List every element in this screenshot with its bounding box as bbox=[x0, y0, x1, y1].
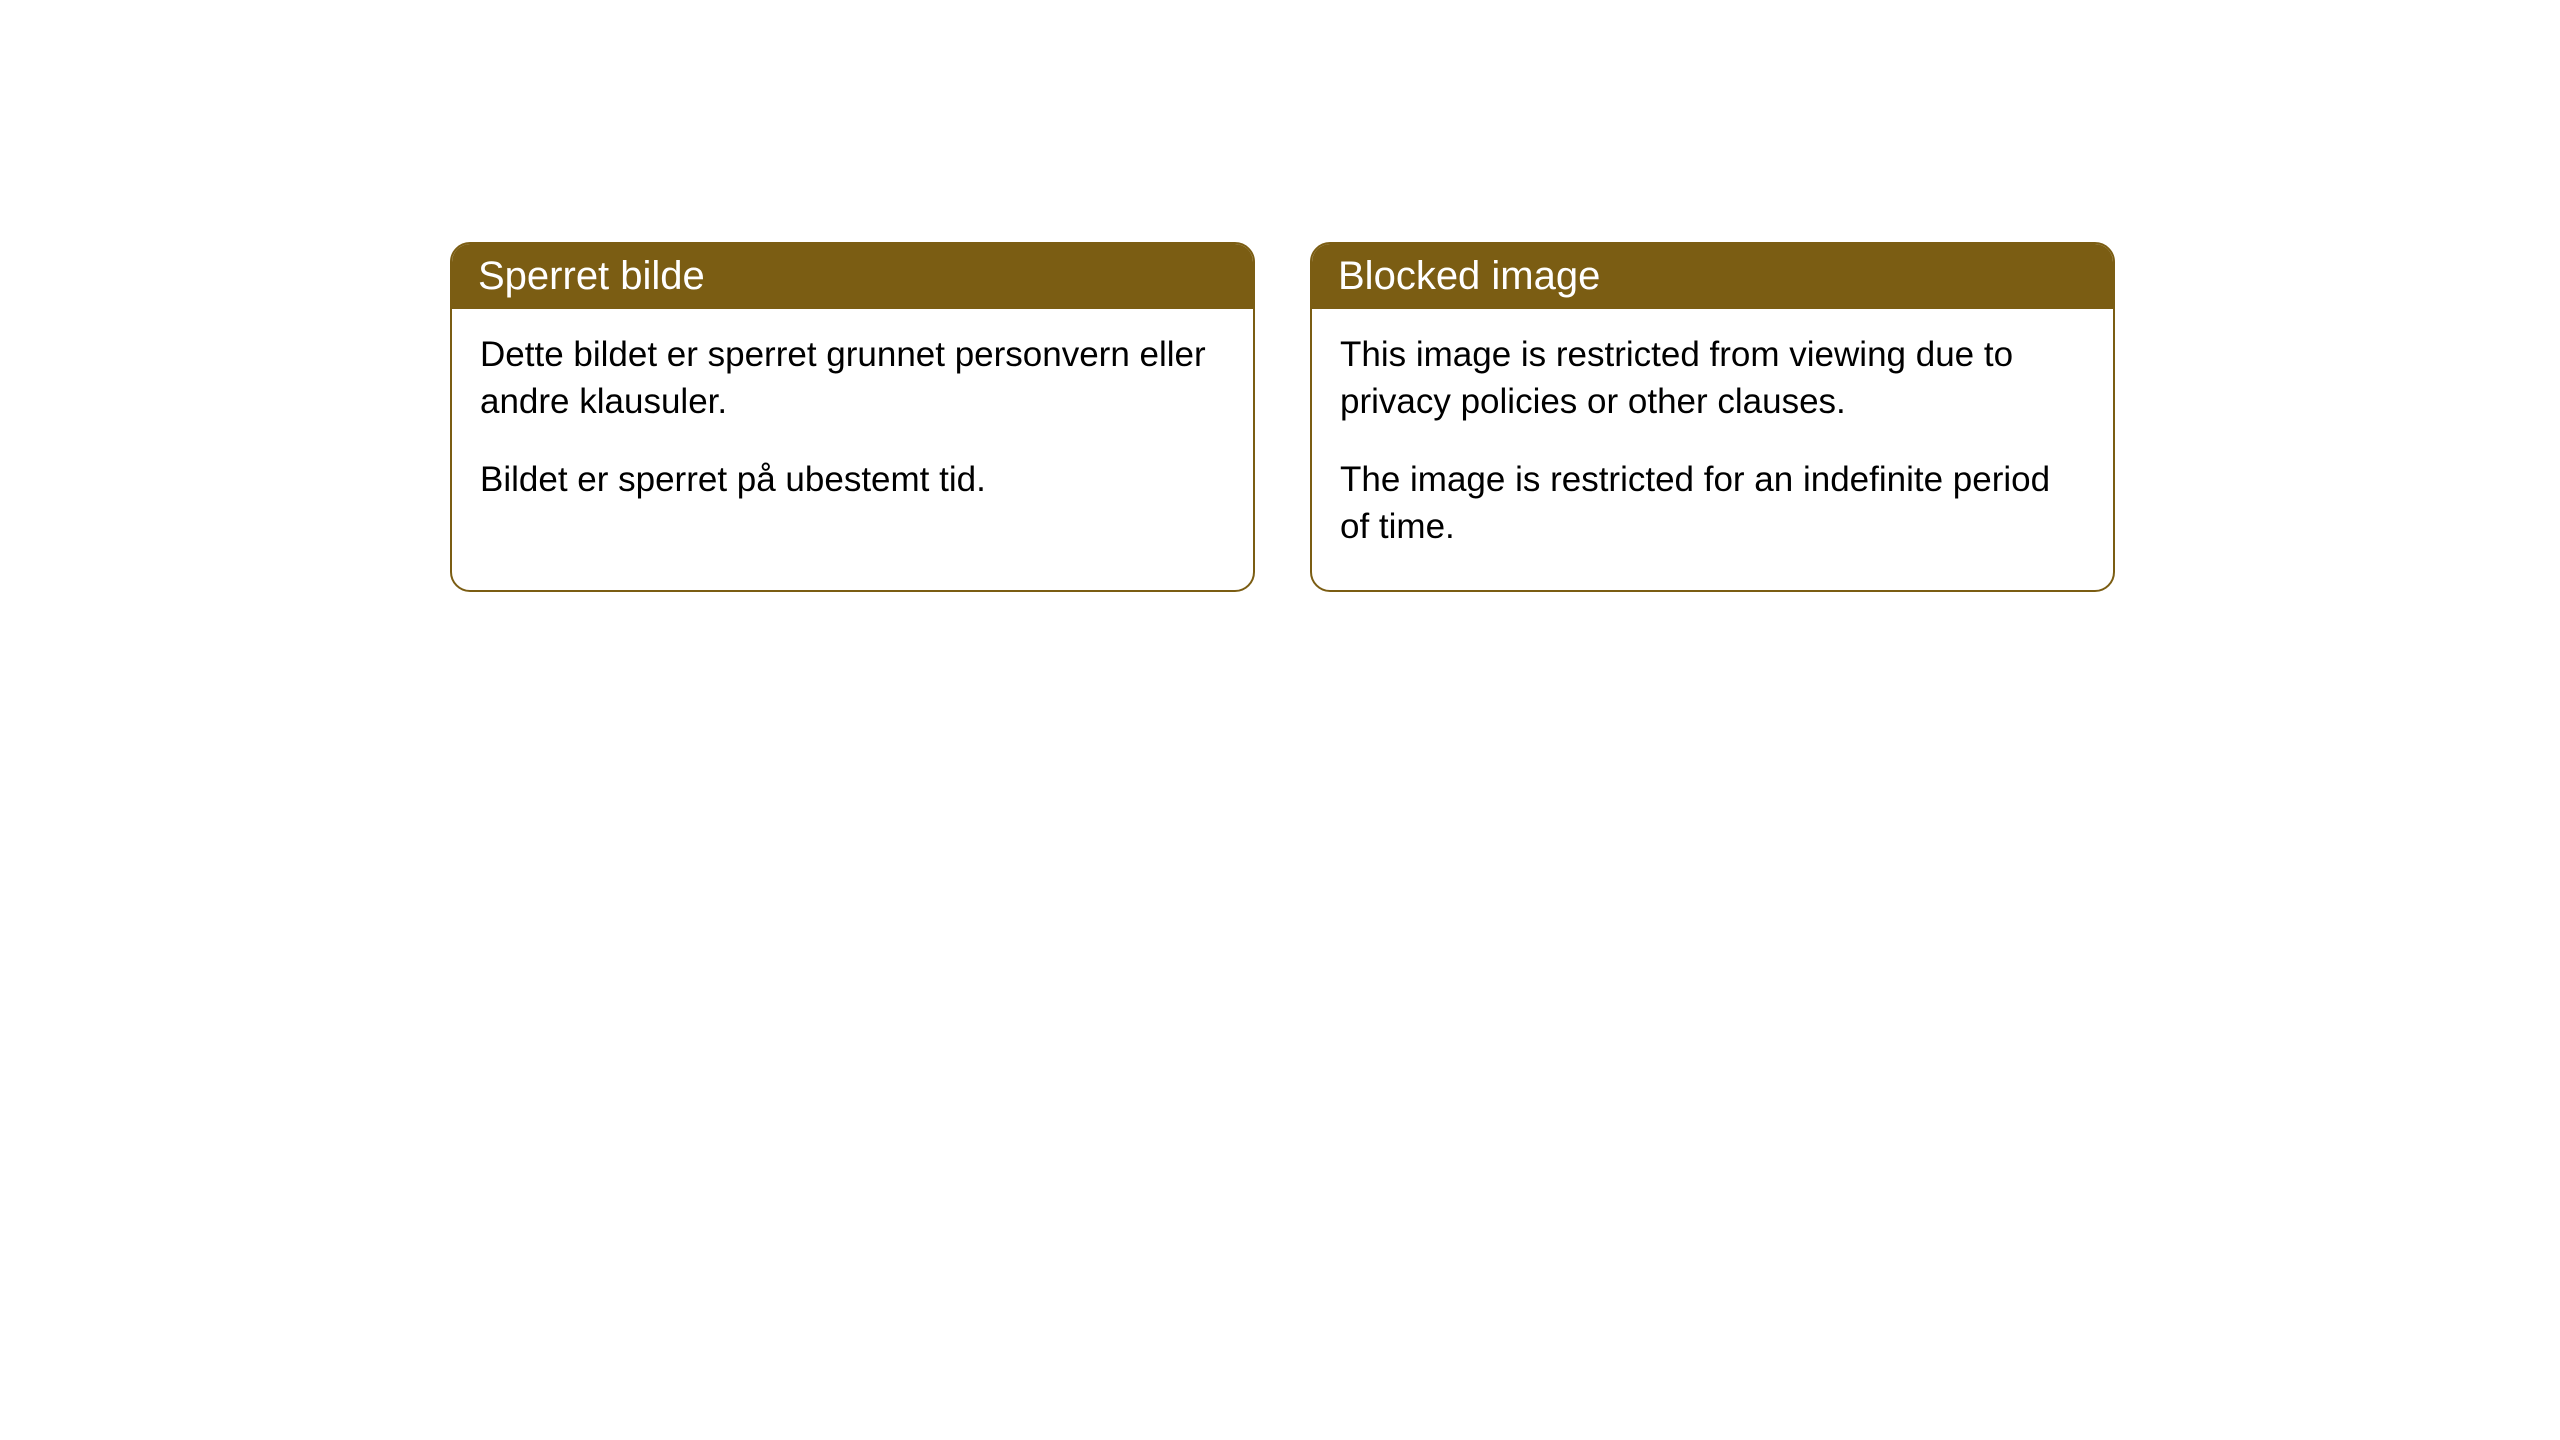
card-paragraph: Dette bildet er sperret grunnet personve… bbox=[480, 331, 1225, 426]
card-header-english: Blocked image bbox=[1312, 244, 2113, 309]
card-header-norwegian: Sperret bilde bbox=[452, 244, 1253, 309]
card-english: Blocked image This image is restricted f… bbox=[1310, 242, 2115, 592]
card-body-english: This image is restricted from viewing du… bbox=[1312, 309, 2113, 590]
card-body-norwegian: Dette bildet er sperret grunnet personve… bbox=[452, 309, 1253, 543]
card-paragraph: The image is restricted for an indefinit… bbox=[1340, 456, 2085, 551]
cards-container: Sperret bilde Dette bildet er sperret gr… bbox=[0, 0, 2560, 592]
card-title: Blocked image bbox=[1338, 254, 1600, 298]
card-paragraph: Bildet er sperret på ubestemt tid. bbox=[480, 456, 1225, 503]
card-title: Sperret bilde bbox=[478, 254, 705, 298]
card-norwegian: Sperret bilde Dette bildet er sperret gr… bbox=[450, 242, 1255, 592]
card-paragraph: This image is restricted from viewing du… bbox=[1340, 331, 2085, 426]
